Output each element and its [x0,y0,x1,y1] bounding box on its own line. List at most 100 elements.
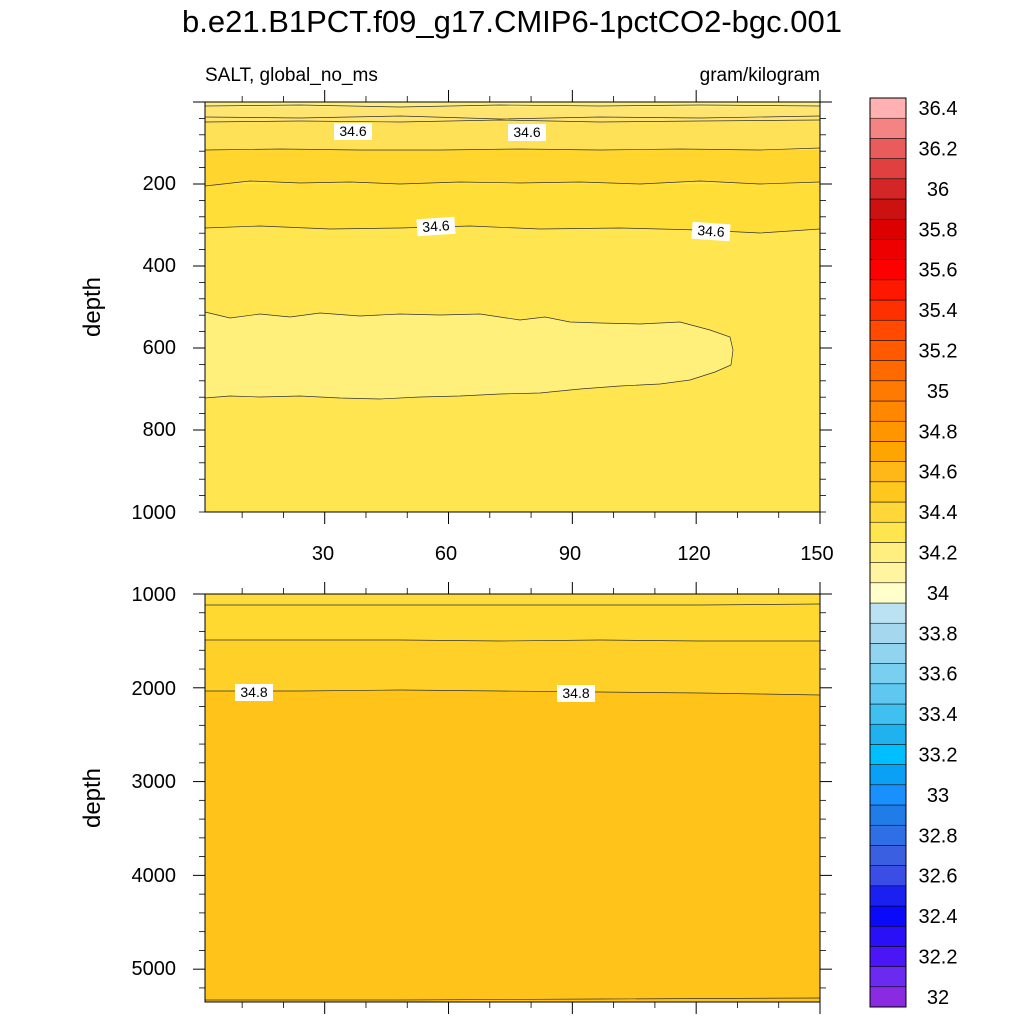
upper-fresh-core [204,311,734,400]
upper-contour-label: 34.6 [513,124,540,140]
upper-contour-line [204,147,821,151]
colorbar-box [869,703,907,725]
colorbar-box [869,885,907,907]
upper-contour-label-box [334,123,372,140]
upper-left-subtitle: SALT, global_no_ms [205,65,378,86]
colorbar-tick-label: 32.2 [919,947,958,969]
upper-y-axis-label: depth [79,277,106,337]
colorbar-box [869,925,907,947]
lower-contour-line [205,997,821,1001]
lower-axis-ticks [193,582,832,1014]
colorbar-box [869,178,907,200]
colorbar-box [869,461,907,483]
upper-band-3 [205,184,820,233]
colorbar-tick-label: 33.2 [919,745,958,767]
upper-contour-label-box [508,124,546,141]
colorbar-box [869,521,907,543]
lower-ytick-label: 2000 [132,678,177,700]
colorbar-tick-label: 36.2 [919,139,958,161]
colorbar-tick-label: 36.4 [919,98,958,120]
lower-contour-line [205,689,821,696]
colorbar-tick-label: 35.4 [919,300,958,322]
colorbar-tick-label: 35.6 [919,260,958,282]
colorbar-tick-label: 34 [927,583,949,605]
lower-y-axis: 1000 2000 3000 4000 5000 depth [79,584,176,980]
colorbar-box [869,542,907,563]
colorbar-box [869,744,907,765]
upper-contour-label: 34.6 [339,123,366,139]
upper-contour-label: 34.6 [697,222,726,240]
figure-title: b.e21.B1PCT.f09_g17.CMIP6-1pctCO2-bgc.00… [182,4,842,39]
lower-contour-line [205,603,821,606]
colorbar-box [869,198,907,220]
colorbar-box [869,400,907,422]
upper-ytick-label: 600 [143,337,176,359]
colorbar-tick-label: 33.8 [919,623,958,645]
upper-axis-ticks [193,90,832,524]
upper-xtick-label: 150 [800,543,833,565]
colorbar: 32 32.2 32.4 32.6 32.8 33 33.2 33.4 33.6 33.8 34 34… [869,97,958,1009]
upper-contour-line [204,104,821,108]
upper-plot-frame [204,101,821,513]
colorbar-box [869,481,907,503]
colorbar-box [869,784,907,806]
upper-contour-label-box [416,216,456,237]
colorbar-box [869,946,907,967]
colorbar-box [869,824,907,846]
colorbar-box [869,97,907,119]
colorbar-box [869,804,907,826]
colorbar-boxes [869,97,907,1008]
colorbar-box [869,420,907,442]
colorbar-tick-label: 33.6 [919,664,958,686]
colorbar-box [869,360,907,382]
lower-contour-label: 34.8 [562,685,589,701]
colorbar-box [869,845,907,866]
upper-contour-line [204,119,821,123]
lower-contour-label-box [557,685,595,702]
colorbar-box [869,683,907,705]
upper-surface-band [205,102,820,107]
colorbar-box [869,986,907,1008]
colorbar-tick-label: 32.4 [919,906,958,928]
upper-panel: SALT, global_no_ms gram/kilogram 34.6 34… [79,65,834,565]
colorbar-tick-label: 35.8 [919,219,958,241]
colorbar-box [869,562,907,584]
colorbar-box [869,663,907,685]
upper-xtick-label: 90 [559,543,581,565]
upper-ytick-label: 1000 [132,502,177,524]
colorbar-box [869,905,907,927]
colorbar-box [869,622,907,644]
colorbar-box [869,239,907,260]
upper-x-axis: 30 60 90 120 150 [312,543,834,565]
lower-ytick-label: 3000 [132,771,177,793]
colorbar-box [869,380,907,402]
colorbar-box [869,643,907,664]
colorbar-tick-label: 32.8 [919,825,958,847]
lower-contour-field: 34.8 34.8 [205,594,821,1002]
colorbar-box [869,441,907,462]
colorbar-frame [869,97,907,1008]
colorbar-box [869,279,907,301]
colorbar-box [869,117,907,139]
upper-xtick-label: 120 [677,543,710,565]
lower-ytick-label: 1000 [132,584,177,606]
colorbar-box [869,501,907,523]
upper-band-0 [205,106,820,122]
lower-contour-line [205,639,820,642]
colorbar-tick-label: 34.8 [919,421,958,443]
colorbar-box [869,138,907,159]
colorbar-tick-label: 33 [927,785,949,807]
upper-contour-line [204,115,821,120]
upper-contour-label-box [691,221,731,242]
colorbar-box [869,764,907,786]
colorbar-box [869,723,907,745]
lower-contour-label: 34.8 [240,684,267,700]
lower-y-axis-label: depth [79,768,106,828]
colorbar-box [869,865,907,887]
colorbar-tick-label: 34.4 [919,502,958,524]
upper-xtick-label: 60 [435,543,457,565]
colorbar-tick-label: 32.6 [919,866,958,888]
lower-band-upper [205,594,820,641]
colorbar-box [869,582,907,604]
